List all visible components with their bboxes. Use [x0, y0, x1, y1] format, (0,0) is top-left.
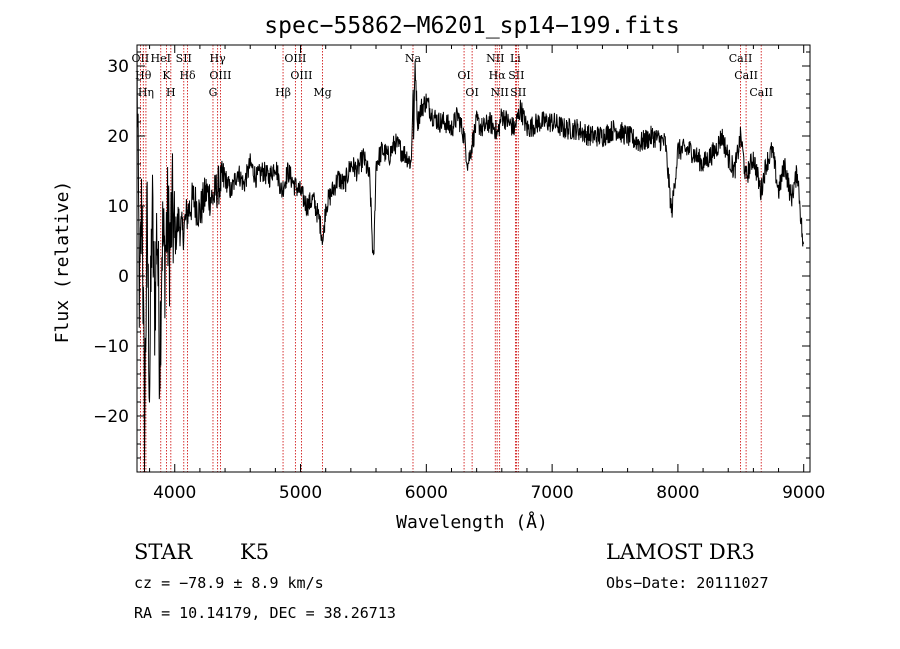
- survey-name: LAMOST DR3: [606, 540, 755, 564]
- line-marker-label: Hβ: [275, 86, 291, 99]
- x-tick-label: 6000: [405, 483, 448, 503]
- line-marker-label: NII: [486, 52, 504, 65]
- emission-line-markers: OIIHθHηHeIKHSIIHδGHγOIIIHβOIIIOIIIMgNaOI…: [132, 45, 773, 472]
- object-subclass: K5: [240, 540, 270, 564]
- line-marker-label: H: [166, 86, 176, 99]
- x-axis-label: Wavelength (Å): [396, 511, 548, 533]
- object-class: STAR: [134, 540, 193, 564]
- y-tick-label: 0: [118, 267, 129, 287]
- line-marker-label: CaII: [734, 69, 758, 82]
- y-tick-label: 30: [107, 57, 129, 77]
- y-tick-label: 20: [107, 127, 129, 147]
- line-marker-label: Mg: [313, 86, 331, 99]
- line-marker-label: NII: [491, 86, 509, 99]
- line-marker-label: Na: [405, 52, 422, 65]
- line-marker-label: G: [209, 86, 218, 99]
- y-tick-label: −20: [93, 407, 129, 427]
- line-marker-label: CaII: [749, 86, 773, 99]
- line-marker-label: OI: [457, 69, 470, 82]
- redshift-readout: cz = −78.9 ± 8.9 km/s: [134, 574, 324, 592]
- y-tick-label: −10: [93, 337, 129, 357]
- line-marker-label: OI: [465, 86, 478, 99]
- observation-date: Obs−Date: 20111027: [606, 574, 769, 592]
- line-marker-label: K: [162, 69, 171, 82]
- line-marker-label: SII: [176, 52, 192, 65]
- y-tick-label: 10: [107, 197, 129, 217]
- line-marker-label: SII: [508, 69, 524, 82]
- line-marker-label: OII: [132, 52, 150, 65]
- x-tick-label: 5000: [279, 483, 322, 503]
- line-marker-label: CaII: [729, 52, 753, 65]
- line-marker-label: SII: [510, 86, 526, 99]
- x-tick-label: 8000: [656, 483, 699, 503]
- coordinates-readout: RA = 10.14179, DEC = 38.26713: [134, 604, 396, 622]
- line-marker-label: Hη: [138, 86, 154, 99]
- line-marker-label: OIII: [290, 69, 312, 82]
- line-marker-label: Hθ: [135, 69, 152, 82]
- line-marker-label: OIII: [209, 69, 231, 82]
- x-tick-label: 7000: [530, 483, 573, 503]
- line-marker-label: Li: [510, 52, 521, 65]
- line-marker-label: Hδ: [179, 69, 196, 82]
- axis-ticks: 4000 5000 6000 7000 8000 9000 −20 −10 0 10 20 30: [93, 45, 825, 503]
- y-axis-label: Flux (relative): [52, 181, 73, 344]
- line-marker-label: HeI: [151, 52, 171, 65]
- plot-frame: [136, 44, 811, 473]
- line-marker-label: Hα: [489, 69, 507, 82]
- chart-title: spec−55862−M6201_sp14−199.fits: [264, 13, 679, 39]
- line-marker-label: OIII: [284, 52, 306, 65]
- line-marker-label: Hγ: [210, 52, 227, 65]
- spectrum-line: [136, 46, 804, 473]
- x-tick-label: 9000: [782, 483, 825, 503]
- x-tick-label: 4000: [153, 483, 196, 503]
